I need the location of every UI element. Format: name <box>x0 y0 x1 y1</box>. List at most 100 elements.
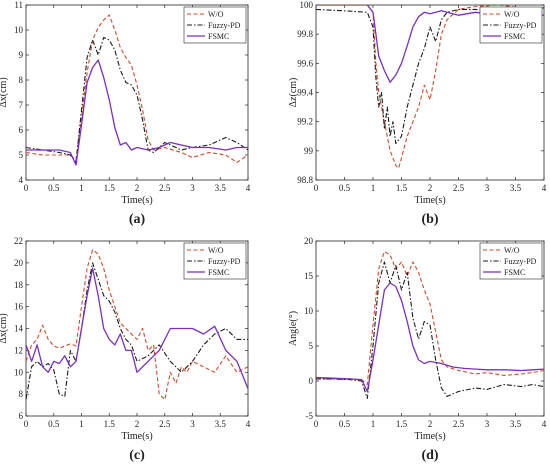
x-tick-label: 3.5 <box>215 419 227 429</box>
x-tick-label: 0 <box>314 419 319 429</box>
legend-label: FSMC <box>504 268 525 277</box>
x-tick-label: 2.5 <box>453 183 465 193</box>
x-tick-label: 2.5 <box>453 419 465 429</box>
series-lines <box>26 249 248 401</box>
panel-label: (a) <box>129 212 146 227</box>
legend-label: W/O <box>504 246 520 255</box>
x-tick-label: 0 <box>24 183 29 193</box>
y-tick-label: 6 <box>19 125 24 135</box>
y-tick-label: 100 <box>300 0 314 10</box>
series-lines <box>316 250 544 400</box>
legend-label: Fuzzy-PD <box>208 21 241 30</box>
x-tick-label: 4 <box>246 419 251 429</box>
y-tick-label: 99.2 <box>297 117 313 127</box>
series-lines <box>26 14 248 166</box>
y-tick-label: 8 <box>19 389 24 399</box>
x-tick-label: 3 <box>485 419 490 429</box>
panel-a: 0 0.5 1 1.5 2 2.5 3 3.5 4 4 5 6 7 8 9 10 11 W/O Fuzzy-PD FS… <box>0 0 251 227</box>
legend: W/O Fuzzy-PD FSMC <box>479 6 543 44</box>
series-line-fsmc <box>26 59 248 166</box>
panel-label: (d) <box>421 448 438 463</box>
legend-label: FSMC <box>208 268 229 277</box>
x-tick-label: 1.5 <box>104 419 116 429</box>
series-line-fuzzy-pd <box>316 7 544 145</box>
y-tick-label: 15 <box>304 271 314 281</box>
series-line-w-o <box>316 5 544 169</box>
legend-label: W/O <box>504 10 520 19</box>
x-tick-label: 4 <box>246 183 251 193</box>
x-tick-label: 0.5 <box>48 419 60 429</box>
x-axis-label: Time(s) <box>121 431 152 442</box>
x-tick-label: 0.5 <box>48 183 60 193</box>
y-tick-label: 7 <box>19 100 24 110</box>
y-tick-label: 99.4 <box>297 88 313 98</box>
x-tick-label: 1.5 <box>396 419 408 429</box>
x-axis-label: Time(s) <box>121 195 152 206</box>
legend-label: FSMC <box>504 32 525 41</box>
y-tick-label: 10 <box>14 367 24 377</box>
y-tick-label: 11 <box>14 0 23 10</box>
x-tick-label: 1 <box>79 183 84 193</box>
y-tick-label: 4 <box>19 175 24 185</box>
y-tick-label: 5 <box>19 150 24 160</box>
x-tick-label: 3.5 <box>510 419 522 429</box>
y-axis-label: Angle(°) <box>288 311 299 346</box>
y-tick-label: 0 <box>309 376 314 386</box>
y-tick-label: 9 <box>19 50 24 60</box>
y-axis-label: Δx(cm) <box>0 77 9 107</box>
y-tick-label: 99.6 <box>297 58 313 68</box>
x-tick-label: 1 <box>371 419 376 429</box>
series-line-fuzzy-pd <box>26 262 248 400</box>
chart-marks: 0 0.5 1 1.5 2 2.5 3 3.5 4-505101520W/OFuzzy-PDFS… <box>304 236 547 429</box>
series-line-fsmc <box>316 5 544 83</box>
panel-b: 0 0.5 1 1.5 2 2.5 3 3.5 4 98.8 99 99.2 99.4 99.6 99.8 1… <box>288 0 547 227</box>
y-tick-label: 20 <box>304 236 314 246</box>
panel-label: (c) <box>129 448 145 463</box>
y-tick-label: 20 <box>14 258 24 268</box>
x-tick-label: 2 <box>428 419 433 429</box>
x-tick-label: 4 <box>542 183 547 193</box>
y-tick-label: 18 <box>14 280 24 290</box>
x-tick-label: 3 <box>485 183 490 193</box>
chart-marks: 0 0.5 1 1.5 2 2.5 3 3.5 4 6 8 10 12 14 16 18 20 22 W/O Fuzz… <box>14 236 251 429</box>
panel-c: 0 0.5 1 1.5 2 2.5 3 3.5 4 6 8 10 12 14 16 18 20 22 W/O Fuzz… <box>0 236 251 463</box>
x-tick-label: 2.5 <box>159 183 171 193</box>
y-tick-label: 99.8 <box>297 29 313 39</box>
legend-label: Fuzzy-PD <box>208 257 241 266</box>
x-tick-label: 1 <box>371 183 376 193</box>
x-tick-label: 0 <box>314 183 319 193</box>
y-tick-label: 8 <box>19 75 24 85</box>
x-tick-label: 3 <box>190 183 195 193</box>
x-tick-label: 1 <box>79 419 84 429</box>
legend-label: Fuzzy-PD <box>504 21 537 30</box>
x-tick-label: 4 <box>542 419 547 429</box>
legend: W/O Fuzzy-PD FSMC <box>183 242 247 280</box>
legend-label: Fuzzy-PD <box>504 257 537 266</box>
x-axis-label: Time(s) <box>414 431 445 442</box>
y-tick-label: 10 <box>14 25 24 35</box>
x-tick-label: 2 <box>135 419 140 429</box>
y-tick-label: 98.8 <box>297 175 313 185</box>
y-tick-label: 99 <box>304 146 314 156</box>
y-tick-label: 22 <box>14 236 23 246</box>
x-axis-label: Time(s) <box>414 195 445 206</box>
panel-label: (b) <box>421 212 438 227</box>
y-tick-label: 6 <box>19 411 24 421</box>
x-tick-label: 2 <box>428 183 433 193</box>
x-tick-label: 3 <box>190 419 195 429</box>
series-line-w-o <box>316 250 544 386</box>
x-tick-label: 0 <box>24 419 29 429</box>
chart-marks: 0 0.5 1 1.5 2 2.5 3 3.5 4 4 5 6 7 8 9 10 11 W/O Fuzzy-PD FS… <box>14 0 251 193</box>
x-tick-label: 1.5 <box>396 183 408 193</box>
legend-label: W/O <box>208 246 224 255</box>
y-axis-label: Δz(cm) <box>288 78 299 108</box>
y-tick-label: 10 <box>304 306 314 316</box>
y-tick-label: 14 <box>14 324 24 334</box>
x-tick-label: 0.5 <box>339 419 351 429</box>
y-tick-label: -5 <box>306 411 314 421</box>
legend-label: W/O <box>208 10 224 19</box>
legend-label: FSMC <box>208 32 229 41</box>
series-line-fsmc <box>26 267 248 389</box>
legend: W/O Fuzzy-PD FSMC <box>479 242 543 280</box>
